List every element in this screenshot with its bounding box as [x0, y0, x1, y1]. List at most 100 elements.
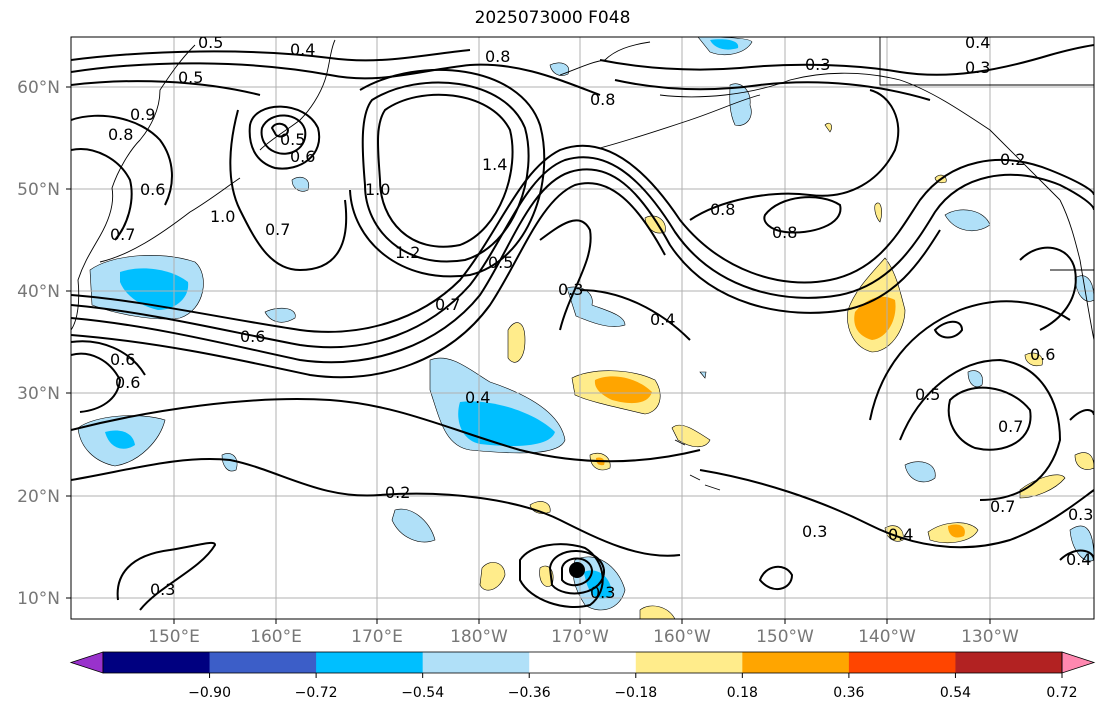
contour-label: 0.4: [1066, 550, 1091, 569]
colorbar-segment: [529, 652, 637, 673]
contour-high-3: [349, 68, 546, 278]
lon-label: 180°W: [450, 627, 508, 647]
contour-label: 0.7: [110, 225, 135, 244]
contour-label: 0.8: [590, 90, 615, 109]
latitude-labels: 60°N 50°N 40°N 30°N 20°N 10°N: [17, 78, 60, 609]
contour-label: 0.3: [802, 522, 827, 541]
contour-w-3: [71, 352, 122, 413]
contour-north-2: [71, 49, 471, 62]
contour-label: 0.7: [435, 295, 460, 314]
lon-label: 170°E: [351, 627, 403, 647]
contour-se-1: [699, 469, 1094, 549]
contour-w-1: [71, 114, 173, 206]
contour-label: 0.4: [965, 33, 990, 52]
contour-ring-2: [248, 105, 321, 170]
contour-south-1: [71, 398, 701, 463]
coast-hawaii: [674, 439, 721, 491]
colorbar-segment: [848, 652, 956, 673]
contour-south-4: [519, 543, 604, 609]
contour-high-1: [376, 93, 514, 248]
lat-label: 10°N: [17, 589, 60, 609]
colorbar-tick-label: −0.90: [188, 685, 231, 701]
contour-e-2: [899, 358, 1062, 501]
coast-asia: [71, 44, 196, 331]
contour-north-3: [71, 80, 261, 96]
contour-north-5: [614, 79, 931, 101]
contour-c-4: [763, 196, 842, 234]
colorbar-tick-label: −0.54: [401, 685, 444, 701]
coast-alaska-south: [659, 72, 1061, 201]
shade-positive-e: [1024, 352, 1043, 367]
map-frame: [70, 36, 1095, 620]
vortex-center-dot: [569, 562, 585, 578]
lon-label: 170°W: [551, 627, 609, 647]
contour-label: 0.3: [805, 55, 830, 74]
contour-label-group: 0.5 0.4 0.8 0.3 0.5 0.4 0.3 0.8 0.6 0.9 …: [108, 33, 1093, 602]
contour-label: 0.8: [108, 125, 133, 144]
contour-label: 1.0: [210, 207, 235, 226]
contour-jet-2: [71, 156, 1094, 349]
coast-japan: [99, 177, 241, 263]
colorbar-tick-label: 0.36: [833, 685, 864, 701]
lon-label: 160°E: [250, 627, 302, 647]
contour-se-3: [1059, 549, 1094, 561]
shade-negative-tiny: [549, 62, 570, 76]
contour-label: 0.8: [710, 200, 735, 219]
contour-label: 0.5: [488, 253, 513, 272]
contour-c-1: [539, 219, 592, 331]
contour-label: 0.3: [150, 580, 175, 599]
contour-label: 0.3: [558, 280, 583, 299]
contour-label: 0.8: [772, 223, 797, 242]
contour-label: 1.0: [365, 180, 390, 199]
colorbar-segment: [742, 652, 850, 673]
colorbar-segment: [103, 652, 211, 673]
contour-vortex-2: [548, 550, 606, 595]
contour-label: 0.5: [280, 130, 305, 149]
contour-label: 0.8: [485, 47, 510, 66]
contour-e-3: [947, 386, 1032, 451]
shade-positive-central-core: [594, 376, 652, 404]
coast-canada: [1059, 199, 1094, 341]
contour-label: 1.2: [395, 243, 420, 262]
lat-label: 50°N: [17, 180, 60, 200]
contour-label: 0.4: [290, 40, 315, 59]
colorbar-segment: [209, 652, 317, 673]
shade-negative-e1: [904, 461, 936, 483]
shade-negative-north-core: [710, 39, 739, 50]
colorbar-tick-label: −0.72: [295, 685, 338, 701]
coast-aleutians: [599, 94, 761, 149]
colorbar-tick-label: 0.18: [727, 685, 758, 701]
contour-jet-1: [71, 144, 1094, 333]
shade-negative-small1: [264, 307, 296, 323]
map-background: [71, 37, 1094, 619]
colorbar-tick-label: −0.36: [508, 685, 551, 701]
coast-alaska-border: [879, 37, 1094, 86]
shaded-anomalies: [77, 37, 1094, 619]
contour-label: 1.4: [482, 155, 507, 174]
lat-label: 40°N: [17, 282, 60, 302]
axis-ticks: [66, 86, 991, 624]
contour-label: 0.2: [385, 483, 410, 502]
colorbar-tick-label: 0.72: [1046, 685, 1077, 701]
shade-negative-east-asia-core: [105, 430, 135, 449]
contour-w-2: [71, 148, 133, 241]
shade-positive-tiny3: [824, 122, 832, 133]
contour-north-1: [71, 62, 601, 96]
contour-north-4: [599, 44, 1094, 76]
lon-label: 130°W: [961, 627, 1019, 647]
contour-label: 0.7: [998, 417, 1023, 436]
colorbar-extend-high: [1061, 651, 1096, 674]
shade-negative-e2: [967, 370, 983, 388]
lon-label: 160°W: [653, 627, 711, 647]
contour-label: 0.4: [465, 388, 490, 407]
contour-lines: [71, 44, 1094, 611]
contour-south-2: [71, 458, 681, 557]
contour-e-5: [1019, 246, 1077, 331]
shade-negative-small4: [221, 453, 238, 472]
coastlines: [71, 37, 1094, 491]
lat-label: 60°N: [17, 78, 60, 98]
shade-negative-west-core: [120, 268, 189, 310]
contour-label: 0.5: [198, 33, 223, 52]
contour-e-4: [933, 320, 964, 339]
shade-positive-tiny1: [874, 202, 882, 223]
